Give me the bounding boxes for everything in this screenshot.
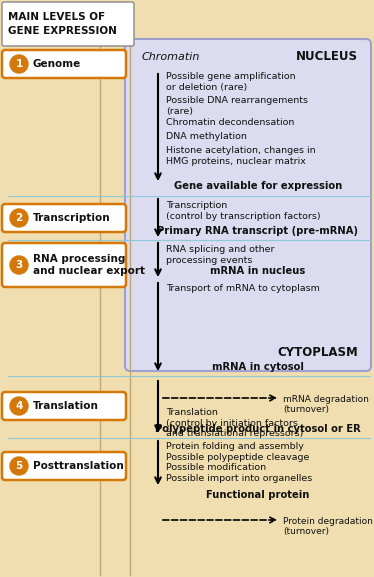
Text: 5: 5 <box>15 461 22 471</box>
Text: 2: 2 <box>15 213 22 223</box>
Circle shape <box>10 256 28 274</box>
FancyBboxPatch shape <box>2 243 126 287</box>
Text: mRNA in cytosol: mRNA in cytosol <box>212 362 304 372</box>
Text: Genome: Genome <box>33 59 81 69</box>
Text: Functional protein: Functional protein <box>206 490 310 500</box>
Text: Transcription: Transcription <box>33 213 111 223</box>
Circle shape <box>10 209 28 227</box>
Text: Chromatin decondensation: Chromatin decondensation <box>166 118 294 127</box>
Text: RNA splicing and other
processing events: RNA splicing and other processing events <box>166 245 275 265</box>
Text: 4: 4 <box>15 401 23 411</box>
Text: MAIN LEVELS OF
GENE EXPRESSION: MAIN LEVELS OF GENE EXPRESSION <box>8 12 117 36</box>
Text: Translation
(control by initiation factors
and translational repressors): Translation (control by initiation facto… <box>166 408 303 439</box>
FancyBboxPatch shape <box>2 452 126 480</box>
Text: Translation: Translation <box>33 401 99 411</box>
FancyBboxPatch shape <box>2 50 126 78</box>
FancyBboxPatch shape <box>2 2 134 46</box>
Text: Transport of mRNA to cytoplasm: Transport of mRNA to cytoplasm <box>166 284 320 293</box>
Text: Posttranslation: Posttranslation <box>33 461 124 471</box>
Text: 1: 1 <box>15 59 22 69</box>
Text: mRNA in nucleus: mRNA in nucleus <box>210 266 306 276</box>
Text: Polypeptide product in cytosol or ER: Polypeptide product in cytosol or ER <box>155 424 361 434</box>
Text: Transcription
(control by transcription factors): Transcription (control by transcription … <box>166 201 321 221</box>
FancyBboxPatch shape <box>125 39 371 371</box>
Text: Gene available for expression: Gene available for expression <box>174 181 342 191</box>
Text: Protein folding and assembly
Possible polypeptide cleavage
Possible modification: Protein folding and assembly Possible po… <box>166 442 312 484</box>
Text: Primary RNA transcript (pre-mRNA): Primary RNA transcript (pre-mRNA) <box>157 226 359 236</box>
Text: Protein degradation
(turnover): Protein degradation (turnover) <box>283 517 373 537</box>
Circle shape <box>10 457 28 475</box>
Text: Chromatin: Chromatin <box>142 52 200 62</box>
Text: Possible DNA rearrangements
(rare): Possible DNA rearrangements (rare) <box>166 96 308 116</box>
Text: mRNA degradation
(turnover): mRNA degradation (turnover) <box>283 395 369 414</box>
FancyBboxPatch shape <box>2 204 126 232</box>
FancyBboxPatch shape <box>2 392 126 420</box>
Text: RNA processing
and nuclear export: RNA processing and nuclear export <box>33 254 145 276</box>
Circle shape <box>10 397 28 415</box>
Text: Possible gene amplification
or deletion (rare): Possible gene amplification or deletion … <box>166 72 295 92</box>
Text: 3: 3 <box>15 260 22 270</box>
Circle shape <box>10 55 28 73</box>
Text: Histone acetylation, changes in
HMG proteins, nuclear matrix: Histone acetylation, changes in HMG prot… <box>166 146 316 166</box>
Text: DNA methylation: DNA methylation <box>166 132 247 141</box>
Text: CYTOPLASM: CYTOPLASM <box>277 346 358 358</box>
Text: NUCLEUS: NUCLEUS <box>296 51 358 63</box>
